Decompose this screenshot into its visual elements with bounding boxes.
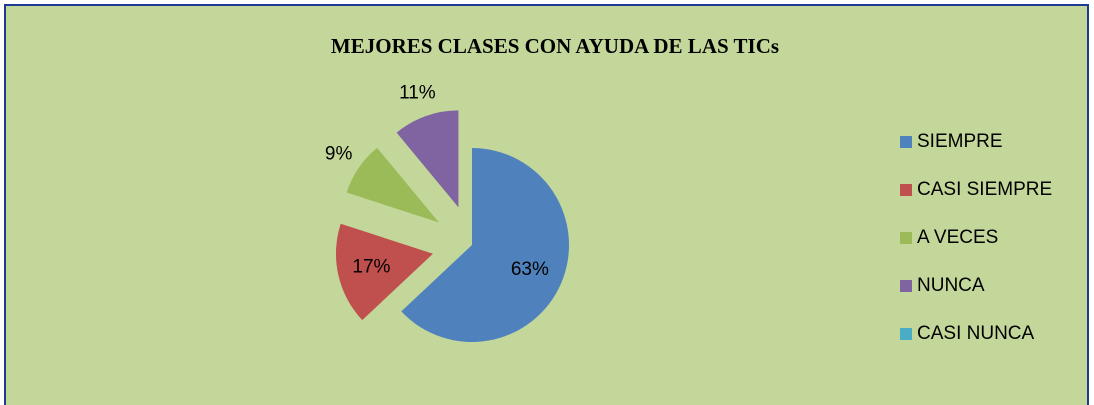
legend-swatch bbox=[900, 136, 912, 148]
data-label: 11% bbox=[399, 82, 436, 103]
data-label: 17% bbox=[352, 256, 390, 277]
data-label: 63% bbox=[511, 259, 549, 280]
legend-label: SIEMPRE bbox=[917, 131, 1003, 152]
legend-swatch bbox=[900, 184, 912, 196]
legend-swatch bbox=[900, 232, 912, 244]
pie-slice bbox=[396, 110, 459, 208]
legend-swatch bbox=[900, 328, 912, 340]
legend-label: A VECES bbox=[917, 227, 998, 248]
legend-label: CASI SIEMPRE bbox=[917, 179, 1052, 200]
data-label: 9% bbox=[325, 143, 353, 164]
chart-title: MEJORES CLASES CON AYUDA DE LAS TICs bbox=[331, 34, 779, 58]
legend-label: NUNCA bbox=[917, 275, 985, 296]
pie-slice bbox=[335, 223, 433, 321]
pie-slice bbox=[346, 147, 439, 223]
legend-label: CASI NUNCA bbox=[917, 323, 1035, 344]
legend-swatch bbox=[900, 280, 912, 292]
pie-slice bbox=[401, 148, 569, 342]
